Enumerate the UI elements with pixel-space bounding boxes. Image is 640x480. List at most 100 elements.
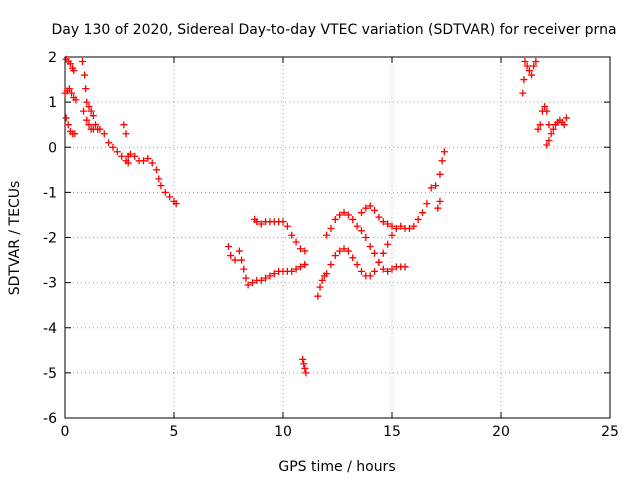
data-point	[314, 292, 322, 300]
data-point	[235, 247, 243, 255]
data-point	[92, 121, 100, 129]
data-point	[109, 143, 117, 151]
y-tick-label: -3	[43, 276, 57, 292]
data-point	[242, 274, 250, 282]
data-point	[523, 62, 531, 70]
series-segment-2	[78, 58, 132, 167]
data-point	[148, 159, 156, 167]
data-point	[279, 218, 287, 226]
data-point	[532, 58, 540, 66]
data-point	[525, 67, 533, 75]
data-point	[65, 85, 73, 93]
data-point	[62, 114, 70, 122]
data-point	[379, 218, 387, 226]
data-point	[155, 175, 163, 183]
data-point	[379, 249, 387, 257]
data-point	[379, 265, 387, 273]
data-point	[323, 231, 331, 239]
data-point	[371, 249, 379, 257]
data-point	[336, 247, 344, 255]
data-point	[327, 261, 335, 269]
data-point	[301, 364, 309, 372]
data-point	[405, 224, 413, 232]
data-point	[126, 150, 134, 158]
data-point	[388, 222, 396, 230]
data-point	[257, 220, 265, 228]
data-point	[436, 170, 444, 178]
data-point	[545, 136, 553, 144]
data-point	[70, 67, 78, 75]
data-point	[349, 215, 357, 223]
data-point	[388, 231, 396, 239]
y-tick-label: -5	[43, 366, 57, 382]
data-point	[323, 270, 331, 278]
data-point	[71, 130, 79, 138]
data-point	[83, 98, 91, 106]
data-point	[545, 121, 553, 129]
series-segment-9	[519, 58, 570, 149]
data-point	[253, 218, 261, 226]
data-point	[299, 355, 307, 363]
data-point	[240, 265, 248, 273]
data-point	[227, 252, 235, 260]
data-point	[366, 243, 374, 251]
data-point	[300, 360, 308, 368]
data-points	[61, 55, 570, 377]
y-tick-label: -4	[43, 321, 57, 337]
x-tick-label: 20	[492, 424, 510, 440]
data-point	[541, 103, 549, 111]
data-point	[113, 148, 121, 156]
data-point	[100, 130, 108, 138]
data-point	[66, 60, 74, 68]
data-point	[362, 234, 370, 241]
data-point	[530, 62, 538, 70]
data-point	[120, 121, 128, 129]
data-point	[89, 112, 97, 120]
data-point	[161, 188, 169, 196]
data-point	[288, 267, 296, 275]
series-segment-5	[251, 215, 309, 269]
data-point	[296, 245, 304, 253]
data-point	[534, 125, 542, 133]
data-point	[410, 222, 418, 230]
data-point	[520, 76, 528, 84]
data-point	[547, 130, 555, 138]
chart-title: Day 130 of 2020, Sidereal Day-to-day VTE…	[51, 22, 616, 38]
data-point	[434, 204, 442, 212]
x-tick-label: 0	[61, 424, 70, 440]
y-tick-label: -1	[43, 185, 57, 201]
data-point	[357, 267, 365, 275]
data-point	[144, 155, 152, 163]
data-point	[72, 96, 80, 104]
data-point	[157, 182, 165, 190]
data-point	[81, 71, 89, 79]
data-point	[401, 263, 409, 271]
data-point	[302, 369, 310, 377]
data-point	[432, 182, 440, 190]
data-point	[397, 222, 405, 230]
data-point	[340, 245, 348, 253]
data-point	[419, 209, 427, 217]
y-tick-label: 1	[48, 95, 57, 111]
data-point	[366, 202, 374, 210]
series-segment-1	[61, 55, 80, 138]
data-point	[266, 272, 274, 280]
data-point	[292, 265, 300, 273]
data-point	[438, 157, 446, 165]
data-point	[371, 206, 379, 214]
y-tick-label: -2	[43, 231, 57, 247]
data-point	[440, 148, 448, 156]
data-point	[83, 116, 91, 124]
data-point	[384, 267, 392, 275]
data-point	[375, 258, 383, 266]
data-point	[153, 166, 161, 174]
x-axis-label: GPS time / hours	[278, 459, 395, 475]
data-point	[262, 274, 270, 282]
data-point	[423, 200, 431, 208]
y-tick-label: 2	[48, 50, 57, 66]
data-point	[344, 211, 352, 219]
data-point	[384, 240, 392, 248]
data-point	[318, 276, 326, 284]
